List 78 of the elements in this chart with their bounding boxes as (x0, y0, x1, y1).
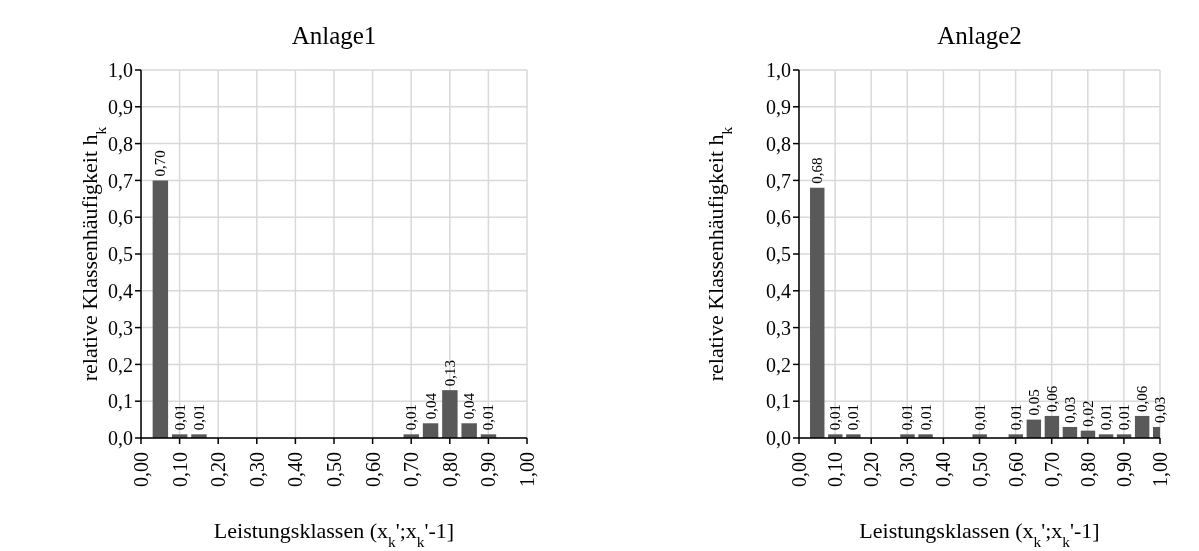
data-label: 0,06 (1043, 385, 1060, 412)
data-label: 0,03 (1061, 396, 1078, 423)
y-tick-label: 0,6 (766, 206, 791, 229)
x-tick-label: 0,50 (323, 452, 345, 487)
data-label: 0,01 (1116, 404, 1133, 431)
y-tick-label: 0,2 (766, 353, 791, 376)
data-label: 0,06 (1134, 385, 1151, 412)
x-tick-label: 0,40 (932, 452, 955, 487)
data-label: 0,01 (171, 404, 188, 431)
x-tick-label: 0,10 (824, 452, 847, 487)
x-tick-label: 0,30 (896, 452, 919, 487)
data-label: 0,02 (1079, 400, 1096, 427)
data-label: 0,01 (827, 404, 844, 431)
x-tick-label: 0,90 (477, 452, 500, 487)
x-tick-label: 0,70 (1040, 452, 1063, 487)
y-tick-label: 0,9 (108, 95, 133, 118)
x-tick-label: 0,80 (1076, 452, 1099, 487)
y-tick-label: 0,8 (766, 132, 791, 155)
chart-title: Anlage1 (290, 22, 378, 50)
y-tick-label: 0,1 (766, 390, 791, 413)
x-tick-label: 0,70 (400, 452, 423, 487)
data-label: 0,03 (1152, 396, 1169, 423)
x-tick-label: 0,00 (788, 452, 810, 487)
data-label: 0,01 (899, 404, 916, 431)
y-tick-label: 0,6 (108, 206, 133, 229)
data-label: 0,01 (917, 404, 934, 431)
y-tick-label: 0,1 (108, 390, 133, 413)
data-label: 0,01 (845, 404, 862, 431)
x-tick-label: 1,00 (516, 452, 538, 487)
x-tick-label: 0,00 (130, 452, 152, 487)
x-tick-label: 0,10 (168, 452, 191, 487)
x-tick-label: 0,40 (284, 452, 307, 487)
chart-title: Anlage2 (936, 22, 1023, 50)
data-label: 0,68 (809, 157, 826, 184)
y-tick-label: 0,7 (108, 169, 133, 192)
data-label: 0,13 (441, 359, 458, 387)
data-label: 0,01 (480, 404, 497, 431)
x-tick-label: 1,00 (1149, 452, 1171, 487)
x-tick-label: 0,60 (361, 452, 384, 487)
y-tick-label: 0,2 (108, 353, 133, 376)
data-label: 0,01 (403, 404, 420, 431)
y-tick-label: 0,3 (766, 316, 791, 339)
data-label: 0,01 (971, 404, 988, 431)
data-label: 0,04 (461, 392, 478, 420)
y-tick-label: 1,0 (766, 59, 791, 82)
data-label: 0,05 (1025, 389, 1042, 416)
bar (810, 187, 825, 438)
bar (1134, 415, 1150, 438)
data-label: 0,01 (1098, 404, 1115, 431)
data-label: 0,01 (1007, 404, 1024, 431)
bar (461, 423, 477, 438)
data-label: 0,70 (152, 150, 169, 177)
x-axis-title: Leistungsklassen (x$_{k}$';x$_{k}$'-1] (859, 518, 1100, 550)
y-tick-label: 0,4 (766, 279, 791, 302)
y-tick-label: 0,5 (108, 243, 133, 266)
y-tick-label: 0,0 (108, 427, 133, 450)
bar (1044, 415, 1060, 438)
bar (422, 423, 439, 438)
bar (442, 390, 458, 438)
y-tick-label: 0,4 (108, 279, 133, 302)
y-tick-label: 0,7 (766, 169, 791, 192)
x-tick-label: 0,20 (860, 452, 883, 487)
x-tick-label: 0,30 (245, 452, 268, 487)
x-axis-title: Leistungsklassen (x$_{k}$';x$_{k}$'-1] (213, 518, 455, 550)
y-tick-label: 0,9 (766, 95, 791, 118)
y-tick-label: 0,5 (766, 243, 791, 266)
y-tick-label: 1,0 (108, 59, 133, 82)
y-tick-label: 0,0 (766, 427, 791, 450)
bar (152, 180, 169, 438)
x-tick-label: 0,50 (968, 452, 991, 487)
data-label: 0,01 (190, 404, 207, 431)
y-tick-label: 0,8 (108, 132, 133, 155)
y-tick-label: 0,3 (108, 316, 133, 339)
x-tick-label: 0,80 (438, 452, 461, 487)
data-label: 0,04 (422, 392, 439, 420)
x-tick-label: 0,20 (207, 452, 230, 487)
x-tick-label: 0,60 (1004, 452, 1027, 487)
x-tick-label: 0,90 (1112, 452, 1135, 487)
